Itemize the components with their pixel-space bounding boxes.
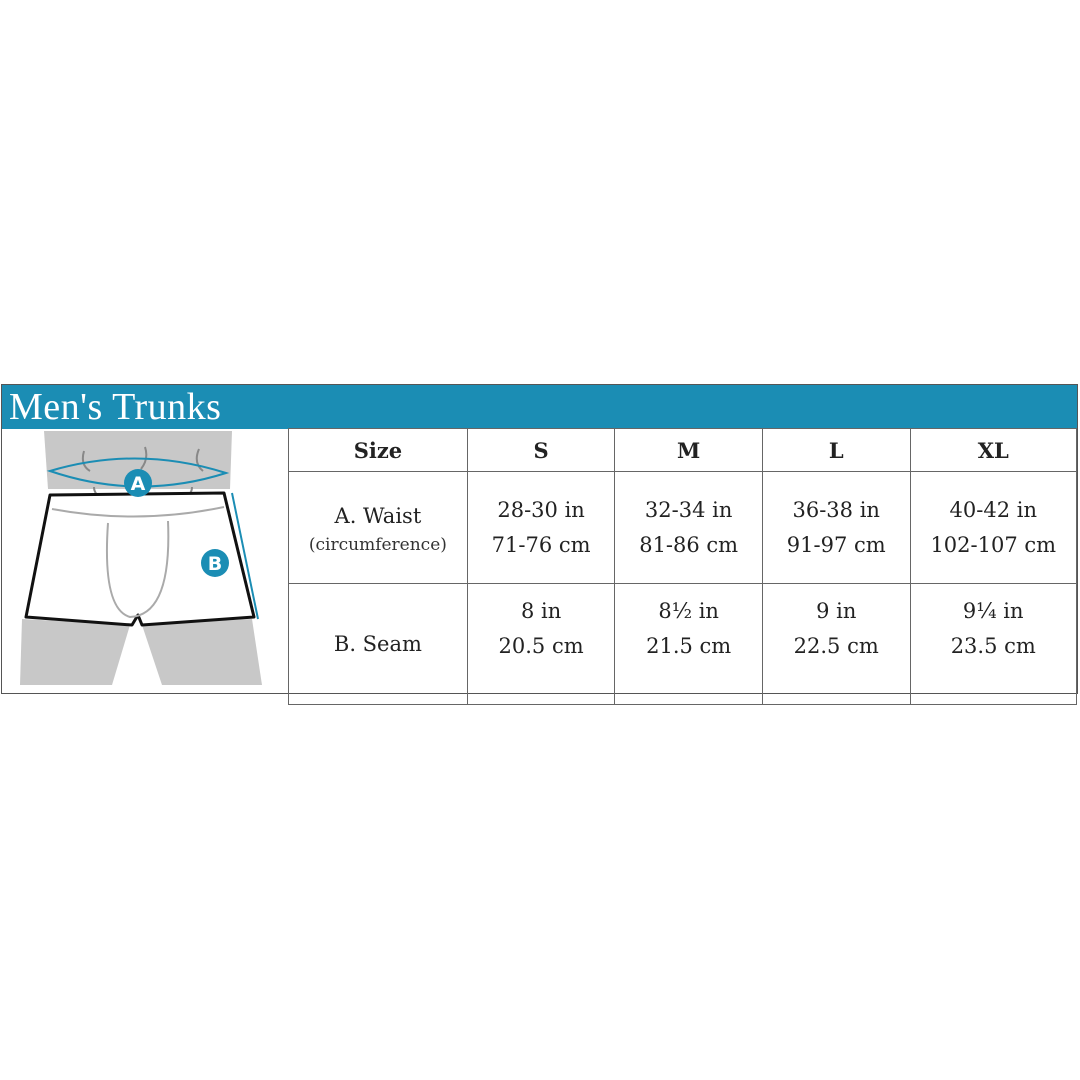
waist-l: 36-38 in 91-97 cm	[761, 471, 911, 584]
header-m: M	[614, 428, 763, 472]
header-l: L	[761, 428, 911, 472]
header-row: Size S M L XL	[288, 428, 1077, 472]
waist-xl: 40-42 in 102-107 cm	[909, 471, 1077, 584]
seam-label: B. Seam	[288, 583, 468, 705]
seam-s: 8 in 20.5 cm	[466, 583, 616, 705]
waist-s: 28-30 in 71-76 cm	[466, 471, 616, 584]
waist-label-cell: A. Waist (circumference)	[288, 471, 468, 584]
chart-title: Men's Trunks	[2, 385, 1077, 429]
size-chart: Men's Trunks A B Size S M L XL A. Waist …	[1, 384, 1078, 705]
size-table: Size S M L XL A. Waist (circumference) 2…	[288, 428, 1077, 705]
header-s: S	[466, 428, 616, 472]
waist-row: A. Waist (circumference) 28-30 in 71-76 c…	[288, 471, 1077, 584]
seam-l: 9 in 22.5 cm	[761, 583, 911, 705]
svg-text:A: A	[131, 473, 146, 495]
label-b-marker	[201, 549, 229, 577]
header-size: Size	[288, 428, 468, 472]
seam-row: B. Seam 8 in 20.5 cm 8½ in 21.5 cm 9 in 22.…	[288, 583, 1077, 705]
header-xl: XL	[909, 428, 1077, 472]
seam-m: 8½ in 21.5 cm	[614, 583, 763, 705]
label-a-marker	[124, 469, 152, 497]
seam-xl: 9¼ in 23.5 cm	[909, 583, 1077, 705]
waist-m: 32-34 in 81-86 cm	[614, 471, 763, 584]
trunks-illustration: A B	[20, 431, 262, 685]
svg-text:B: B	[208, 553, 222, 575]
waist-label: A. Waist	[334, 503, 422, 528]
waist-sublabel: (circumference)	[308, 534, 447, 555]
